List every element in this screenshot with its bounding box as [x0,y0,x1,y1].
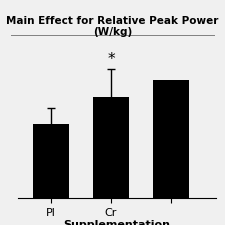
Bar [93,97,129,198]
Bar [33,124,69,198]
X-axis label: Supplementation: Supplementation [63,220,171,225]
Text: Main Effect for Relative Peak Power (W/kg): Main Effect for Relative Peak Power (W/k… [6,16,219,37]
Text: *: * [107,52,115,67]
Bar [153,80,189,198]
